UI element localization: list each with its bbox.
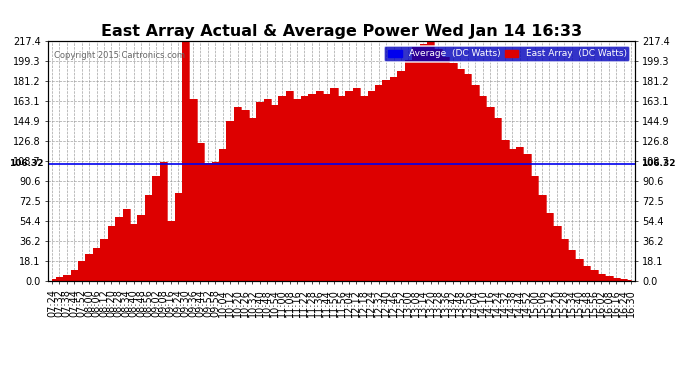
Text: 106.32: 106.32 [641, 159, 676, 168]
Text: 106.32: 106.32 [8, 159, 43, 168]
Title: East Array Actual & Average Power Wed Jan 14 16:33: East Array Actual & Average Power Wed Ja… [101, 24, 582, 39]
Legend: Average  (DC Watts), East Array  (DC Watts): Average (DC Watts), East Array (DC Watts… [384, 46, 630, 62]
Text: Copyright 2015 Cartronics.com: Copyright 2015 Cartronics.com [55, 51, 185, 60]
